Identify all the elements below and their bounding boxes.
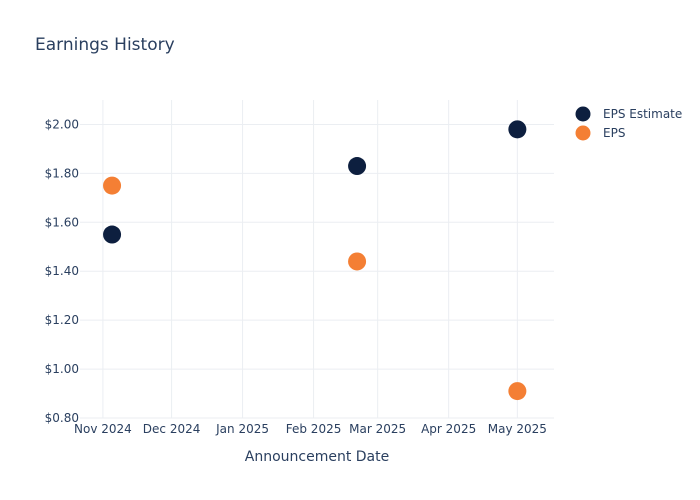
data-point-eps[interactable] <box>508 382 527 401</box>
y-tick-label: $1.40 <box>45 264 79 278</box>
y-axis-ticks: $0.80 $1.00 $1.20 $1.40 $1.60 $1.80 $2.00 <box>45 117 79 425</box>
x-tick-label: Feb 2025 <box>286 422 342 436</box>
x-tick-label: Mar 2025 <box>349 422 406 436</box>
y-tick-label: $2.00 <box>45 117 79 131</box>
chart-title: Earnings History <box>35 35 175 55</box>
data-point-eps[interactable] <box>348 252 367 271</box>
x-tick-label: Apr 2025 <box>421 422 476 436</box>
x-tick-label: Nov 2024 <box>74 422 132 436</box>
y-tick-label: $1.20 <box>45 313 79 327</box>
data-point-eps[interactable] <box>103 176 122 195</box>
x-tick-label: May 2025 <box>488 422 547 436</box>
y-tick-label: $1.00 <box>45 362 79 376</box>
data-point-eps-estimate[interactable] <box>348 157 367 176</box>
legend-item-eps[interactable]: EPS <box>575 125 626 141</box>
y-tick-label: $0.80 <box>45 411 79 425</box>
legend-marker <box>575 125 591 141</box>
x-tick-label: Jan 2025 <box>215 422 269 436</box>
y-tick-label: $1.60 <box>45 215 79 229</box>
x-tick-label: Dec 2024 <box>143 422 201 436</box>
legend[interactable]: EPS Estimate EPS <box>575 106 683 141</box>
x-axis-ticks: Nov 2024 Dec 2024 Jan 2025 Feb 2025 Mar 2025… <box>74 422 547 436</box>
y-tick-label: $1.80 <box>45 166 79 180</box>
data-point-eps-estimate[interactable] <box>103 225 122 244</box>
legend-marker <box>575 106 591 122</box>
grid <box>80 100 554 419</box>
x-axis-title: Announcement Date <box>245 449 389 465</box>
legend-label: EPS Estimate <box>603 107 682 121</box>
legend-label: EPS <box>603 126 625 140</box>
data-points <box>103 120 527 401</box>
legend-item-eps-estimate[interactable]: EPS Estimate <box>575 106 683 122</box>
data-point-eps-estimate[interactable] <box>508 120 527 139</box>
